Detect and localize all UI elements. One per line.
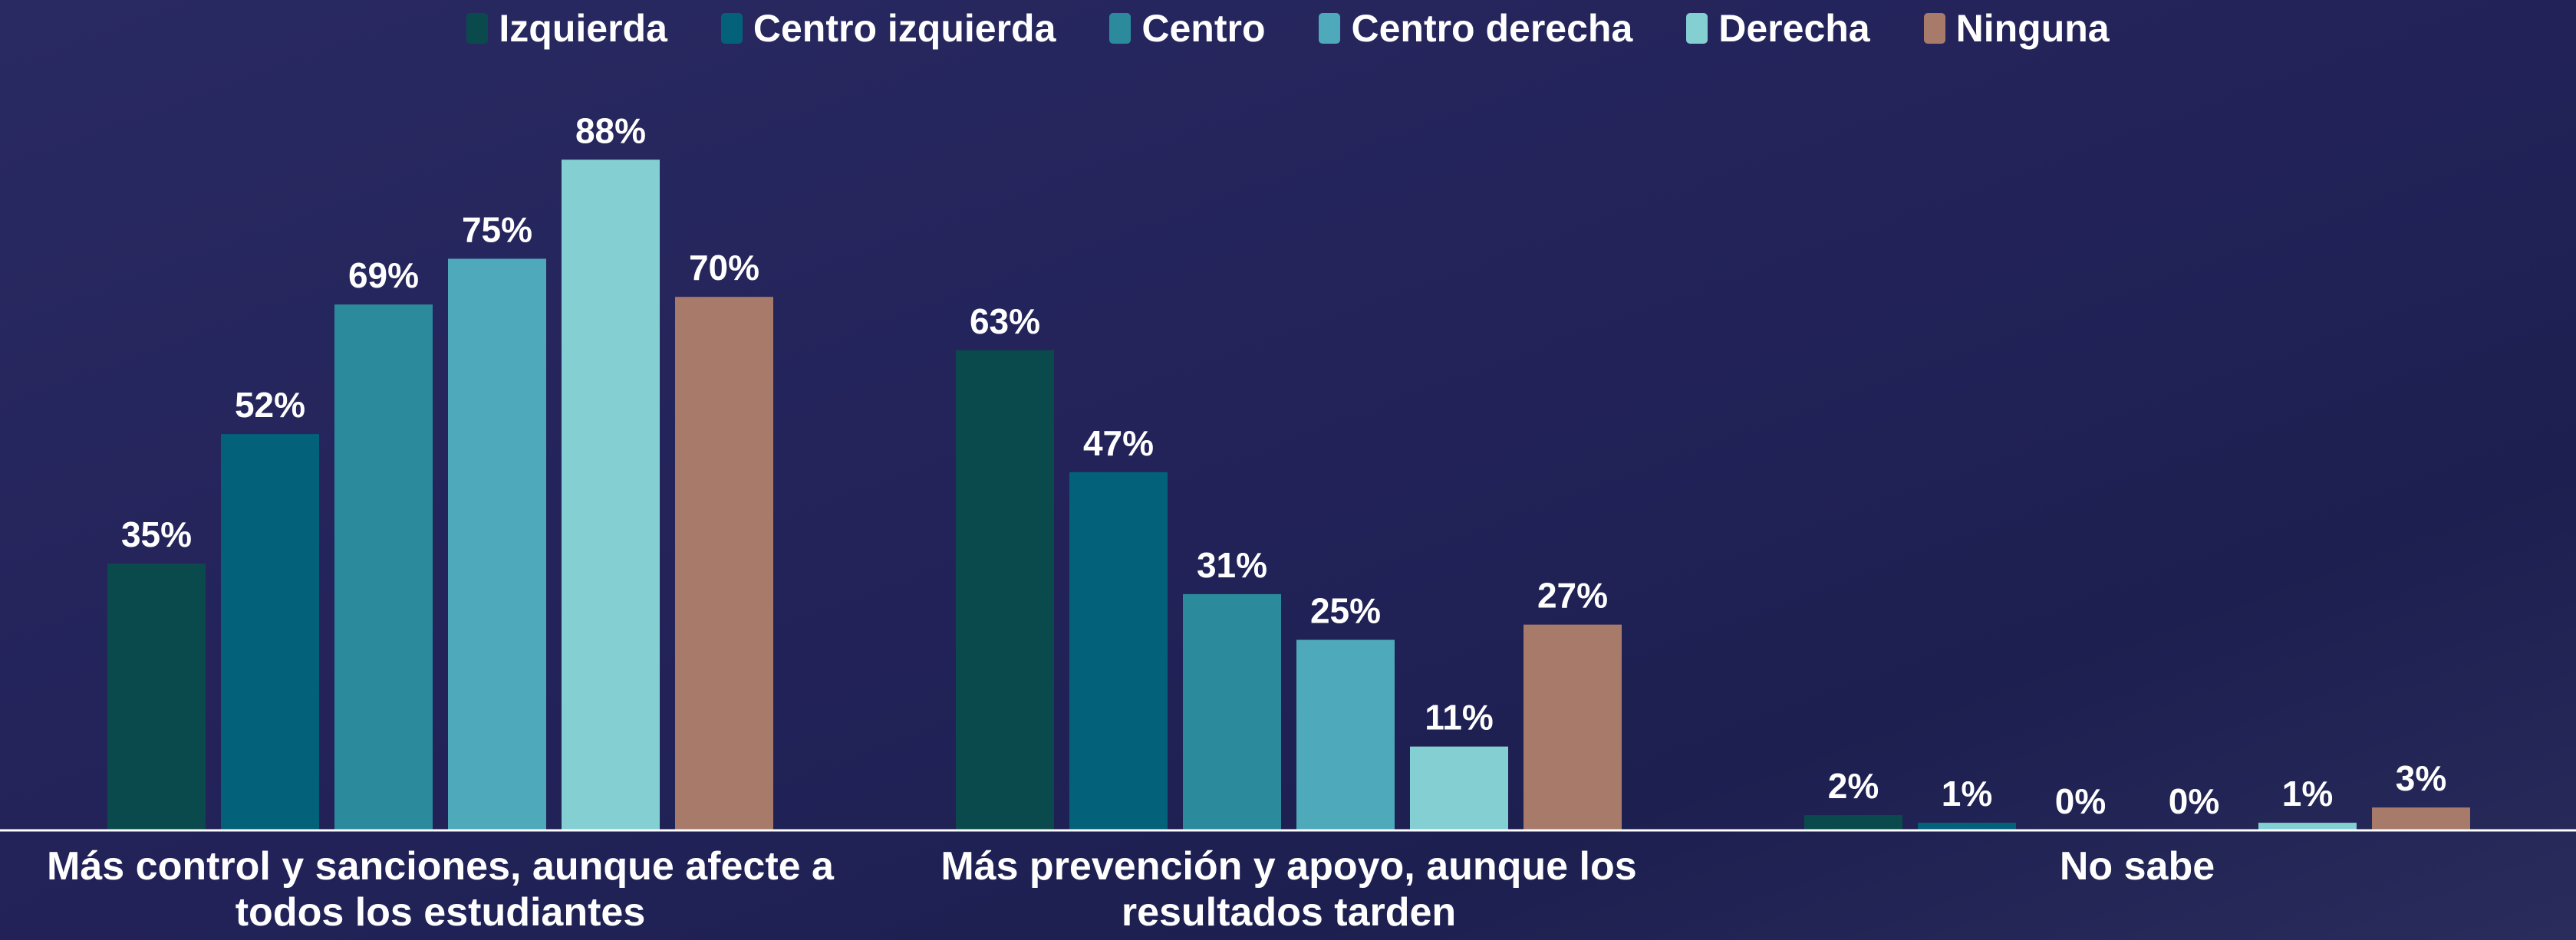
value-label: 1%	[1942, 774, 1992, 813]
value-label: 63%	[970, 301, 1040, 341]
bar	[1410, 746, 1508, 830]
value-label: 0%	[2169, 781, 2219, 821]
bar	[1183, 593, 1281, 830]
legend-label: Izquierda	[499, 7, 667, 50]
value-label: 70%	[689, 248, 759, 288]
legend-swatch	[1109, 13, 1132, 44]
legend-label: Centro izquierda	[753, 7, 1056, 50]
bar	[221, 434, 319, 830]
bar	[1069, 472, 1168, 830]
legend-label: Ninguna	[1955, 7, 2110, 50]
legend-item: Ninguna	[1923, 6, 2110, 51]
value-label: 52%	[235, 385, 305, 425]
bar	[956, 350, 1054, 830]
value-label: 47%	[1083, 423, 1154, 463]
bar	[448, 258, 546, 830]
x-tick-label: No sabe	[2059, 844, 2215, 889]
value-label: 35%	[121, 514, 192, 554]
value-label: 2%	[1828, 766, 1879, 806]
legend-item: Derecha	[1686, 6, 1870, 51]
legend-swatch	[1923, 13, 1945, 44]
value-label: 1%	[2282, 774, 2333, 813]
value-label: 88%	[575, 110, 646, 150]
x-tick-label: Más prevención y apoyo, aunque los resul…	[940, 844, 1637, 935]
bar	[562, 159, 660, 830]
bar	[2258, 823, 2357, 830]
bar	[1524, 624, 1622, 830]
legend: Izquierda Centro izquierda Centro Centro de…	[0, 6, 2576, 51]
value-label: 69%	[348, 255, 419, 295]
value-label: 75%	[462, 210, 532, 250]
legend-item: Centro izquierda	[720, 6, 1056, 51]
legend-item: Centro derecha	[1319, 6, 1632, 51]
legend-label: Centro derecha	[1351, 7, 1633, 50]
bar	[107, 564, 206, 830]
legend-swatch	[1686, 13, 1708, 44]
legend-swatch	[1319, 13, 1341, 44]
bar	[1296, 639, 1395, 830]
bar	[334, 304, 433, 830]
legend-swatch	[720, 13, 743, 44]
value-label: 27%	[1537, 576, 1608, 616]
legend-swatch	[466, 13, 489, 44]
legend-item: Centro	[1109, 6, 1265, 51]
legend-label: Derecha	[1718, 7, 1870, 50]
bar	[2372, 807, 2470, 830]
bar	[1918, 823, 2016, 830]
value-label: 3%	[2396, 758, 2446, 798]
legend-label: Centro	[1141, 7, 1266, 50]
legend-item: Izquierda	[466, 6, 667, 51]
value-label: 0%	[2055, 781, 2106, 821]
value-label: 11%	[1425, 698, 1494, 738]
x-tick-label: Más control y sanciones, aunque afecte a…	[47, 844, 834, 935]
bar	[675, 297, 773, 830]
value-label: 31%	[1197, 545, 1267, 585]
bar	[1804, 815, 1902, 830]
value-label: 25%	[1310, 591, 1381, 631]
